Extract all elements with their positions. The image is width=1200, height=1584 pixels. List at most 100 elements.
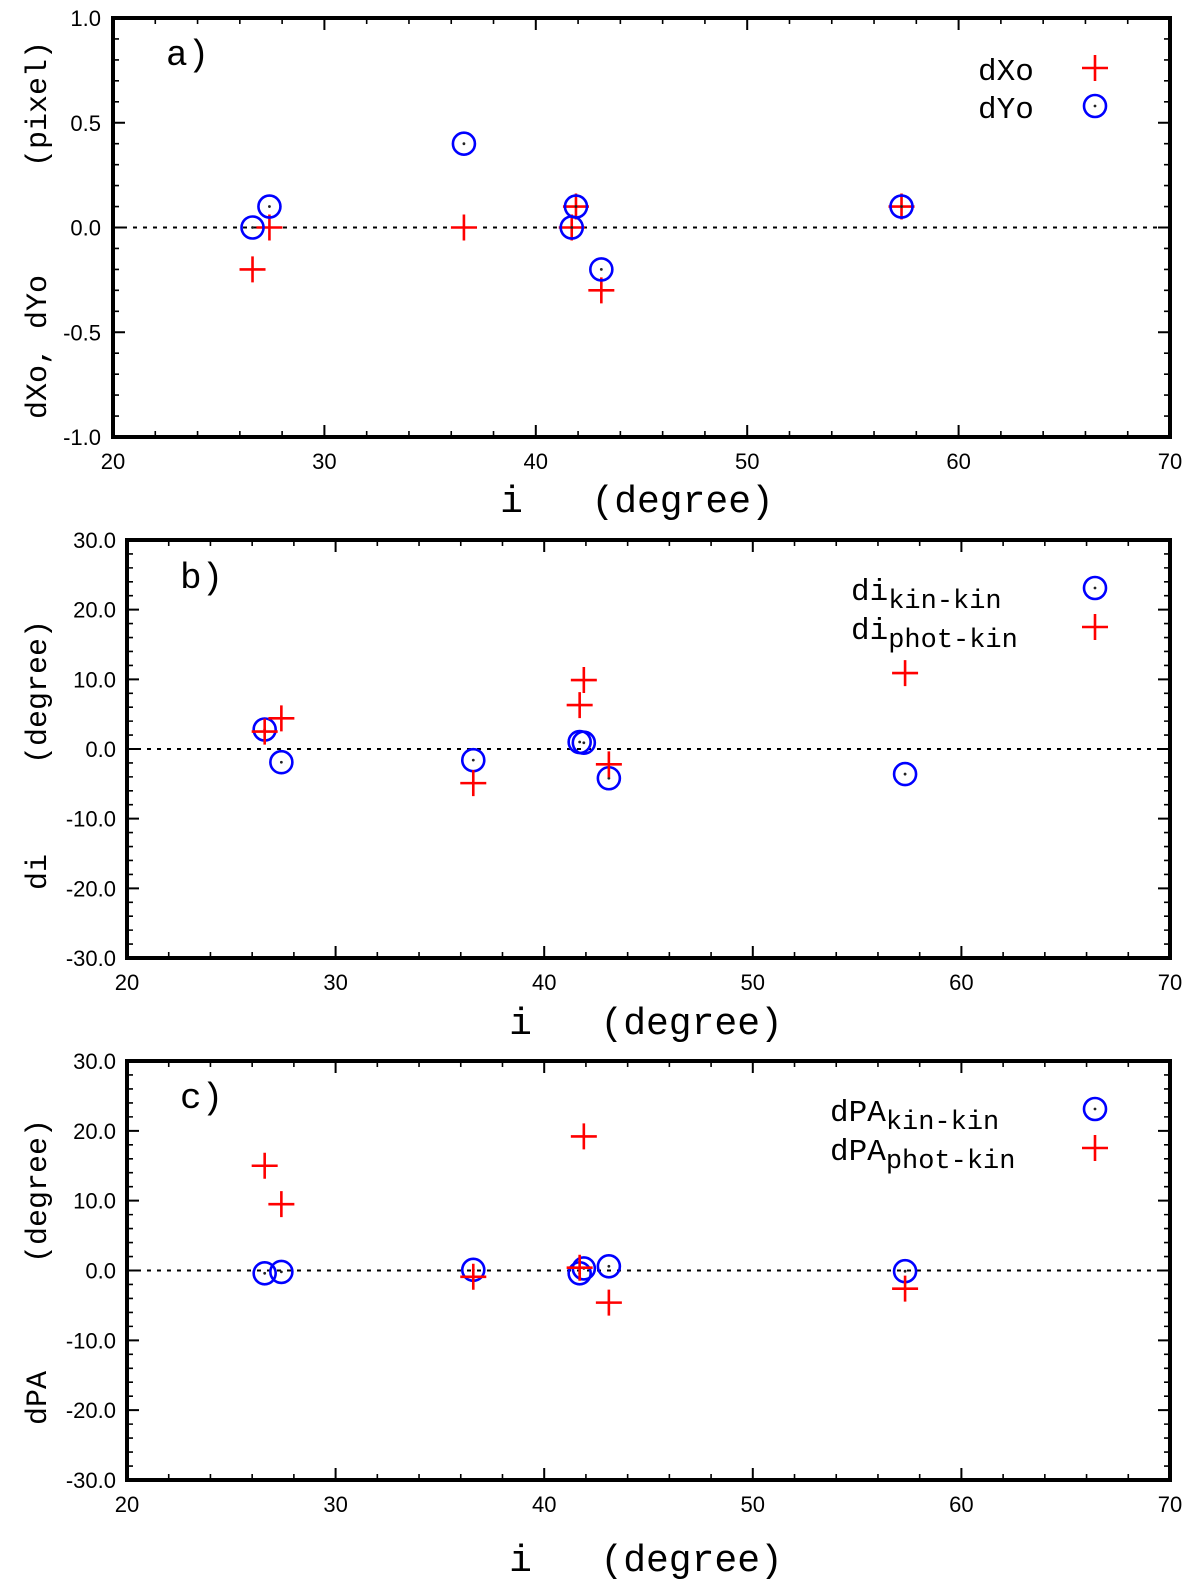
x-tick-label: 60 [949,1492,973,1517]
marker-ring [269,1259,294,1285]
series-di-phot-kin [251,660,919,797]
dxo-point [450,214,477,241]
legend-label-subscript: phot-kin [888,626,1018,656]
x-minor-tick-marks [154,18,1129,437]
panel-a: 20 30 40 50 60 70 -1.0 -0.5 0.0 0.5 1.0 i (degree) d… [22,6,1182,524]
legend-entry: dPAkin-kin [830,1096,1108,1138]
series-di-kin-kin [252,717,918,791]
panel-b: 20 30 40 50 60 70 -30.0 -20.0 -10.0 0.0 10.0 20.0 30… [22,528,1182,1046]
marker-center-dot [607,1264,611,1268]
x-tick-label: 50 [741,970,765,995]
marker-ring [1082,575,1108,601]
marker-center-dot [462,142,466,146]
legend-entry: dYo [978,93,1108,128]
legend-label-subscript: kin-kin [886,1108,999,1138]
legend-label-main: di [851,614,888,649]
marker-ring [1082,93,1108,119]
legend-marker [1082,55,1108,81]
plot-frame [125,1059,1172,1482]
marker-center-dot [279,760,283,764]
y-tick-label: -20.0 [66,1398,116,1423]
dyo-point [563,194,589,219]
x-axis-label: i (degree) [509,1540,783,1583]
legend-marker [1082,1096,1108,1122]
y-axis-label: dXo, dYo (pixel) [22,41,56,419]
dxo-point [239,256,266,283]
y-tick-label: 0.0 [85,1259,116,1284]
di-phot-kin-point [268,705,295,732]
x-tick-label: 20 [101,449,125,474]
x-tick-label: 40 [532,970,556,995]
y-tick-label: 1.0 [70,6,101,31]
di-phot-kin-point [251,718,278,745]
dyo-point [589,257,614,282]
marker-center-dot [599,268,603,271]
marker-ring [252,1260,277,1286]
y-tick-label: 10.0 [73,1189,116,1214]
marker-center-dot [471,758,475,762]
marker-ring [571,730,597,756]
y-axis-label: di (degree) [22,620,56,890]
legend-marker [1082,93,1108,119]
marker-ring [892,761,918,787]
series-dyo [240,131,914,282]
marker-center-dot [279,1270,283,1274]
legend-label-subscript: kin-kin [888,587,1001,617]
legend-marker [1082,575,1108,601]
legend-label-main: dPA [830,1096,886,1131]
x-tick-label: 60 [946,449,970,474]
dpa-kin-kin-point [269,1259,294,1285]
x-tick-label: 30 [323,1492,347,1517]
marker-center-dot [900,205,903,208]
y-tick-label: 20.0 [73,598,116,623]
legend-entry: dPAphot-kin [830,1135,1108,1177]
x-tick-label: 30 [312,449,336,474]
dpa-kin-kin-point [252,1260,277,1286]
dpa-phot-kin-point [268,1191,295,1218]
y-tick-label: -1.0 [63,425,101,450]
marker-center-dot [1093,586,1097,590]
y-tick-label: 0.0 [70,216,101,241]
legend-label: dXo [978,55,1034,90]
dyo-point [240,215,265,240]
series-dxo [239,193,915,304]
x-minor-tick-marks [167,540,1130,958]
marker-center-dot [574,205,578,208]
y-tick-label: 0.5 [70,111,101,136]
marker-center-dot [582,741,586,745]
legend-label: dYo [978,93,1034,128]
marker-ring [589,257,614,282]
marker-ring [563,194,589,219]
marker-center-dot [570,226,574,229]
marker-center-dot [268,205,271,208]
di-phot-kin-point [595,751,622,778]
x-tick-label: 20 [115,970,139,995]
y-tick-label: -10.0 [66,807,116,832]
y-tick-label: 0.0 [85,737,116,762]
y-tick-label: -0.5 [63,320,101,345]
legend-marker [1082,614,1108,640]
marker-center-dot [903,772,907,776]
x-axis-label: i (degree) [500,481,774,524]
y-tick-label: 30.0 [73,1049,116,1074]
x-tick-label: 40 [532,1492,556,1517]
dpa-phot-kin-point [595,1289,622,1316]
dpa-phot-kin-point [251,1152,278,1179]
y-minor-tick-marks [127,1074,1170,1467]
marker-center-dot [578,740,582,744]
panel-label: c) [180,1078,223,1119]
legend-entry: dikin-kin [851,575,1108,617]
x-tick-label: 60 [949,970,973,995]
series-dpa-phot-kin [251,1123,919,1316]
di-phot-kin-point [892,660,919,687]
di-phot-kin-point [566,692,593,719]
dyo-point [451,131,477,156]
marker-ring [269,749,294,775]
marker-center-dot [263,1271,267,1275]
marker-ring [240,215,265,240]
y-tick-label: -30.0 [66,946,116,971]
x-tick-label: 50 [735,449,759,474]
marker-center-dot [251,226,254,229]
